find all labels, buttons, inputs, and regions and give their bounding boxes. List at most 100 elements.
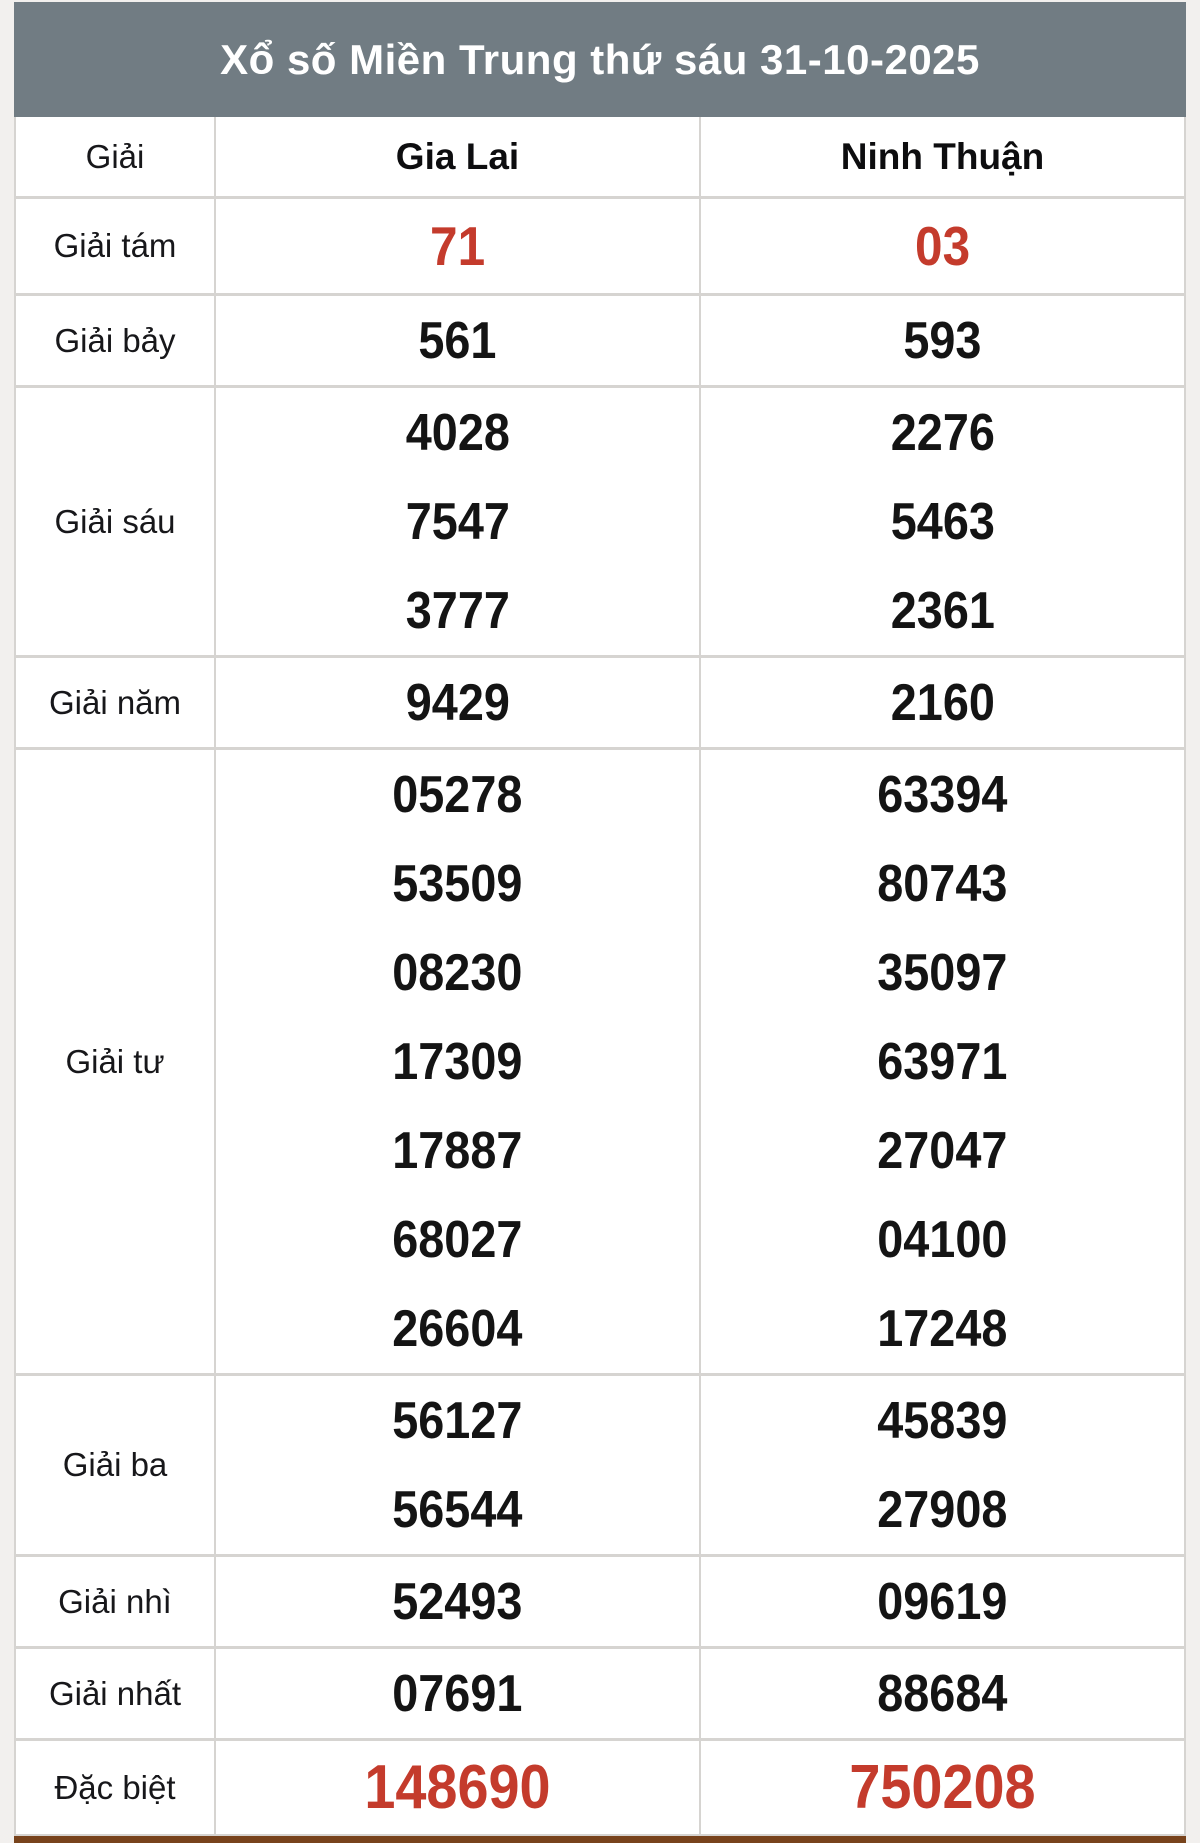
results-table: Giải Gia Lai Ninh Thuận Giải tám 71 03 G… — [14, 117, 1186, 1836]
prize-label: Đặc biệt — [16, 1741, 216, 1834]
prize-number-value: 03 — [914, 215, 971, 277]
prize-label: Giải tư — [16, 750, 216, 1373]
prize-number-line: 27908 — [701, 1465, 1184, 1554]
prize-row: Giải nhất 07691 88684 — [16, 1646, 1184, 1738]
ninh-thuan-numbers-cell: 593 — [701, 296, 1184, 385]
prize-number-value: 68027 — [392, 1210, 523, 1269]
gia-lai-numbers-cell: 07691 — [216, 1649, 701, 1738]
prize-number-line: 2361 — [701, 566, 1184, 655]
gia-lai-numbers-cell: 561 — [216, 296, 701, 385]
prize-number-value: 4028 — [405, 403, 510, 462]
prize-number-value: 56127 — [392, 1391, 523, 1450]
prize-label: Giải nhì — [16, 1557, 216, 1646]
prize-label: Giải nhất — [16, 1649, 216, 1738]
prize-number-value: 148690 — [364, 1753, 551, 1822]
header-province-gia-lai: Gia Lai — [216, 117, 701, 196]
prize-number-line: 80743 — [701, 839, 1184, 928]
header-province-ninh-thuan: Ninh Thuận — [840, 135, 1045, 177]
prize-number-line: 05278 — [216, 750, 699, 839]
prize-number-line: 08230 — [216, 928, 699, 1017]
prize-number-line: 17248 — [701, 1284, 1184, 1373]
prize-number-line: 3777 — [216, 566, 699, 655]
ninh-thuan-numbers-cell: 09619 — [701, 1557, 1184, 1646]
prize-number-value: 17887 — [392, 1121, 523, 1180]
prize-number-line: 52493 — [216, 1557, 699, 1646]
prize-number-value: 07691 — [392, 1664, 523, 1723]
table-title-bar: Xổ số Miền Trung thứ sáu 31-10-2025 — [14, 2, 1186, 117]
prize-number-value: 52493 — [392, 1572, 523, 1631]
prize-label: Giải sáu — [16, 388, 216, 655]
prize-number-line: 03 — [701, 199, 1184, 293]
prize-number-line: 53509 — [216, 839, 699, 928]
prize-number-line: 09619 — [701, 1557, 1184, 1646]
prize-number-line: 2160 — [701, 658, 1184, 747]
prize-number-line: 71 — [216, 199, 699, 293]
gia-lai-numbers-cell: 05278 53509 08230 17309 17887 68027 26604 — [216, 750, 701, 1373]
prize-number-line: 56544 — [216, 1465, 699, 1554]
prize-number-value: 08230 — [392, 943, 523, 1002]
table-title: Xổ số Miền Trung thứ sáu 31-10-2025 — [220, 35, 980, 83]
prize-label: Giải bảy — [16, 296, 216, 385]
gia-lai-numbers-cell: 148690 — [216, 1741, 701, 1834]
ninh-thuan-numbers-cell: 2276 5463 2361 — [701, 388, 1184, 655]
prize-number-value: 2160 — [890, 673, 995, 732]
prize-number-value: 2361 — [890, 581, 995, 640]
gia-lai-numbers-cell: 9429 — [216, 658, 701, 747]
prize-number-value: 593 — [903, 311, 982, 370]
prize-row: Giải nhì 52493 09619 — [16, 1554, 1184, 1646]
prize-row: Giải tư 05278 53509 08230 17309 17887 68027 26… — [16, 747, 1184, 1373]
prize-number-value: 56544 — [392, 1480, 523, 1539]
gia-lai-numbers-cell: 56127 56544 — [216, 1376, 701, 1554]
prize-number-line: 88684 — [701, 1649, 1184, 1738]
prize-number-line: 63971 — [701, 1017, 1184, 1106]
lottery-results-board: Xổ số Miền Trung thứ sáu 31-10-2025 Giải… — [14, 2, 1186, 1843]
prize-number-value: 9429 — [405, 673, 510, 732]
prize-number-line: 9429 — [216, 658, 699, 747]
prize-number-line: 04100 — [701, 1195, 1184, 1284]
bottom-accent-bar — [14, 1836, 1186, 1843]
prize-row: Giải ba 56127 56544 45839 27908 — [16, 1373, 1184, 1554]
prize-number-value: 04100 — [877, 1210, 1008, 1269]
prize-number-line: 750208 — [701, 1741, 1184, 1834]
prize-number-value: 561 — [418, 311, 497, 370]
prize-number-value: 80743 — [877, 854, 1008, 913]
prize-number-line: 26604 — [216, 1284, 699, 1373]
prize-number-line: 27047 — [701, 1106, 1184, 1195]
prize-label: Giải năm — [16, 658, 216, 747]
prize-row: Giải tám 71 03 — [16, 196, 1184, 293]
prize-number-value: 35097 — [877, 943, 1008, 1002]
ninh-thuan-numbers-cell: 63394 80743 35097 63971 27047 04100 17248 — [701, 750, 1184, 1373]
prize-number-value: 88684 — [877, 1664, 1008, 1723]
prize-row: Giải bảy 561 593 — [16, 293, 1184, 385]
prize-number-line: 17309 — [216, 1017, 699, 1106]
gia-lai-numbers-cell: 71 — [216, 199, 701, 293]
prize-number-line: 7547 — [216, 477, 699, 566]
prize-number-value: 53509 — [392, 854, 523, 913]
prize-number-line: 07691 — [216, 1649, 699, 1738]
table-body: Giải tám 71 03 Giải bảy 561 593 Giải sáu… — [16, 196, 1184, 1834]
prize-number-value: 5463 — [890, 492, 995, 551]
prize-row: Giải sáu 4028 7547 3777 2276 5463 2361 — [16, 385, 1184, 655]
header-prize-column: Giải — [16, 117, 216, 196]
prize-number-value: 26604 — [392, 1299, 523, 1358]
prize-number-value: 09619 — [877, 1572, 1008, 1631]
prize-number-line: 5463 — [701, 477, 1184, 566]
ninh-thuan-numbers-cell: 88684 — [701, 1649, 1184, 1738]
prize-row: Đặc biệt 148690 750208 — [16, 1738, 1184, 1834]
ninh-thuan-numbers-cell: 03 — [701, 199, 1184, 293]
prize-number-value: 7547 — [405, 492, 510, 551]
ninh-thuan-numbers-cell: 45839 27908 — [701, 1376, 1184, 1554]
prize-number-line: 63394 — [701, 750, 1184, 839]
prize-number-line: 561 — [216, 296, 699, 385]
prize-number-value: 27908 — [877, 1480, 1008, 1539]
prize-number-line: 68027 — [216, 1195, 699, 1284]
prize-number-value: 27047 — [877, 1121, 1008, 1180]
prize-number-value: 3777 — [405, 581, 510, 640]
prize-number-value: 17248 — [877, 1299, 1008, 1358]
ninh-thuan-numbers-cell: 750208 — [701, 1741, 1184, 1834]
prize-number-line: 56127 — [216, 1376, 699, 1465]
prize-label: Giải ba — [16, 1376, 216, 1554]
prize-number-value: 05278 — [392, 765, 523, 824]
prize-number-line: 35097 — [701, 928, 1184, 1017]
